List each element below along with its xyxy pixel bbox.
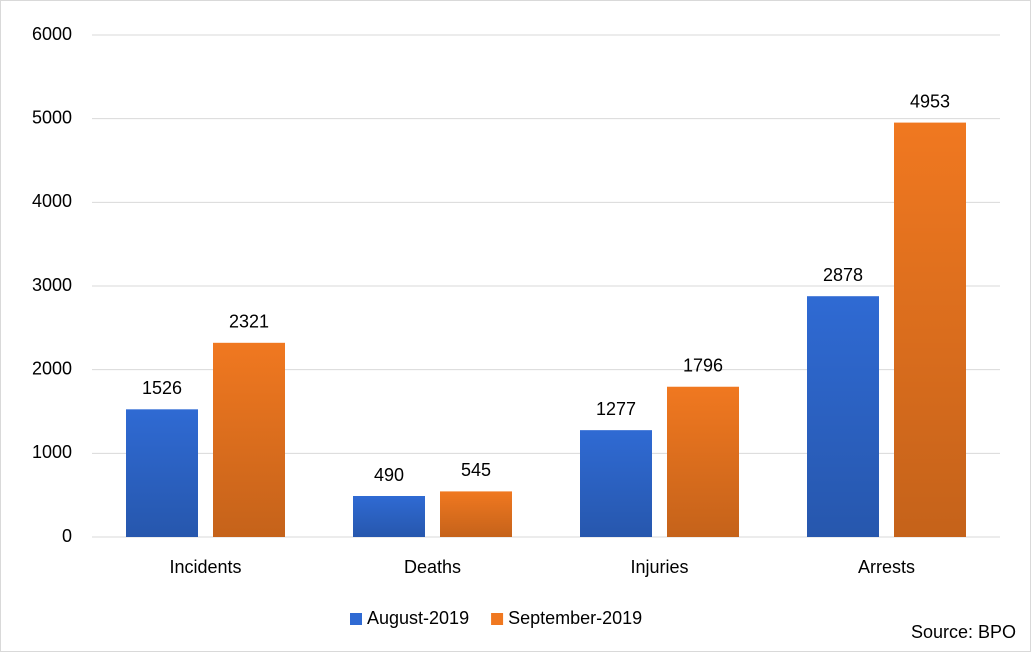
- legend-label: August-2019: [367, 608, 469, 628]
- data-label: 4953: [910, 91, 950, 111]
- x-tick-label: Arrests: [858, 557, 915, 577]
- legend-label: September-2019: [508, 608, 642, 628]
- source-note: Source: BPO: [911, 622, 1016, 642]
- legend-swatch: [350, 613, 362, 625]
- bar: [667, 386, 739, 537]
- data-label: 545: [461, 460, 491, 480]
- y-tick-label: 4000: [32, 191, 72, 211]
- bar: [353, 496, 425, 537]
- y-tick-label: 1000: [32, 442, 72, 462]
- data-label: 1277: [596, 399, 636, 419]
- data-label: 1526: [142, 378, 182, 398]
- bar: [126, 409, 198, 537]
- x-tick-label: Injuries: [630, 557, 688, 577]
- bar: [440, 491, 512, 537]
- bar: [213, 342, 285, 537]
- legend-swatch: [491, 613, 504, 625]
- x-tick-label: Deaths: [404, 557, 461, 577]
- x-tick-label: Incidents: [169, 557, 241, 577]
- y-tick-label: 6000: [32, 24, 72, 44]
- bar: [807, 296, 879, 537]
- bar: [894, 122, 966, 537]
- data-label: 2878: [823, 265, 863, 285]
- bar: [580, 430, 652, 537]
- data-label: 490: [374, 465, 404, 485]
- y-tick-label: 5000: [32, 107, 72, 127]
- y-tick-label: 0: [62, 526, 72, 546]
- y-tick-label: 3000: [32, 275, 72, 295]
- y-tick-label: 2000: [32, 358, 72, 378]
- data-label: 1796: [683, 355, 723, 375]
- data-label: 2321: [229, 312, 269, 332]
